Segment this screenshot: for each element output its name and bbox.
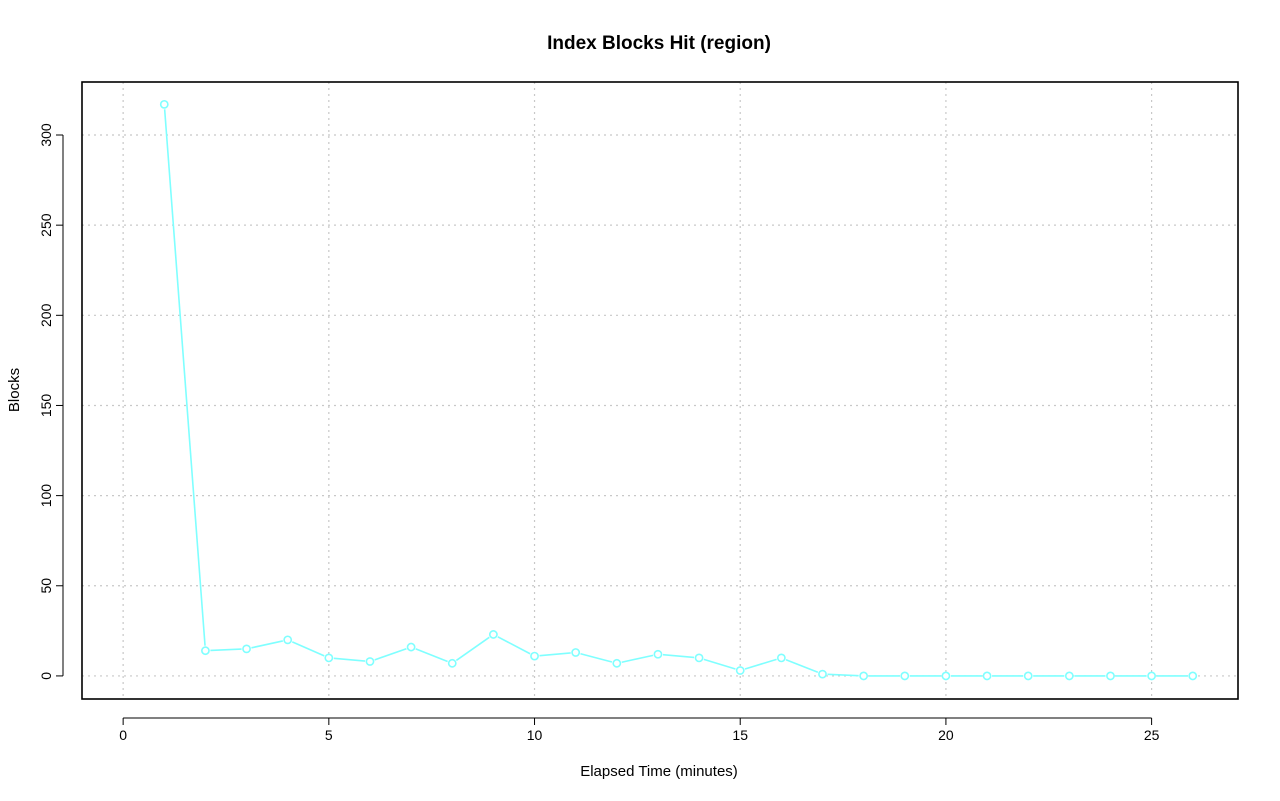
series-line-segment <box>497 636 531 655</box>
grid <box>82 82 1238 699</box>
data-point <box>1064 671 1074 681</box>
y-axis-label: Blocks <box>6 368 23 412</box>
data-point <box>201 646 210 656</box>
x-tick-label: 25 <box>1144 727 1160 743</box>
series-line-segment <box>251 640 283 649</box>
series-line-segment <box>455 636 490 662</box>
y-tick-label: 300 <box>38 123 54 147</box>
data-point <box>859 671 869 681</box>
y-tick-label: 200 <box>38 303 54 327</box>
series-line-segment <box>662 653 695 659</box>
data-point <box>406 642 416 652</box>
x-tick-label: 0 <box>119 727 127 743</box>
y-tick-label: 0 <box>38 672 54 680</box>
series-line-segment <box>210 648 242 652</box>
data-point <box>612 658 622 668</box>
series-line-segment <box>703 658 736 670</box>
y-axis: 0 50 100 150 200 250 300 <box>38 123 64 680</box>
data-point <box>324 653 334 663</box>
plot-frame <box>81 81 1239 700</box>
series-line-segment <box>291 641 325 657</box>
data-point <box>571 648 581 657</box>
data-point <box>365 657 375 666</box>
data-point <box>735 666 745 675</box>
data-point <box>159 99 169 109</box>
chart-title: Index Blocks Hit (region) <box>547 33 771 54</box>
data-point <box>447 658 457 668</box>
series <box>159 99 1198 681</box>
series-line-segment <box>580 652 613 663</box>
y-tick-label: 250 <box>38 213 54 237</box>
data-point <box>900 671 910 681</box>
series-line-segment <box>785 658 819 674</box>
data-point <box>776 653 786 663</box>
x-axis: 0 5 10 15 20 25 <box>119 717 1160 743</box>
data-point <box>1106 671 1115 681</box>
data-point <box>283 635 293 645</box>
series-line-segment <box>374 647 407 661</box>
series-line-segment <box>333 657 366 662</box>
data-point <box>242 644 251 654</box>
x-tick-label: 15 <box>732 727 748 743</box>
data-point <box>488 630 498 639</box>
y-tick-label: 150 <box>38 394 54 418</box>
series-line-segment <box>827 673 859 677</box>
data-point <box>1023 671 1033 681</box>
x-tick-label: 10 <box>527 727 543 743</box>
data-point <box>941 671 951 681</box>
data-point <box>818 669 827 679</box>
y-tick-label: 50 <box>38 578 54 594</box>
series-line-segment <box>539 652 571 657</box>
series-layer <box>159 99 1198 681</box>
data-point <box>694 653 704 663</box>
series-line-segment <box>621 654 654 664</box>
series-line-segment <box>744 658 777 670</box>
x-axis-label: Elapsed Time (minutes) <box>580 763 738 780</box>
series-line-segment <box>415 648 448 663</box>
data-point <box>1147 671 1157 681</box>
data-point <box>653 649 663 659</box>
x-tick-label: 5 <box>325 727 333 743</box>
data-point <box>982 671 992 681</box>
data-point <box>1188 671 1198 681</box>
series-line-segment <box>163 109 206 646</box>
y-tick-label: 100 <box>38 484 54 508</box>
data-point <box>530 651 539 661</box>
x-tick-label: 20 <box>938 727 954 743</box>
